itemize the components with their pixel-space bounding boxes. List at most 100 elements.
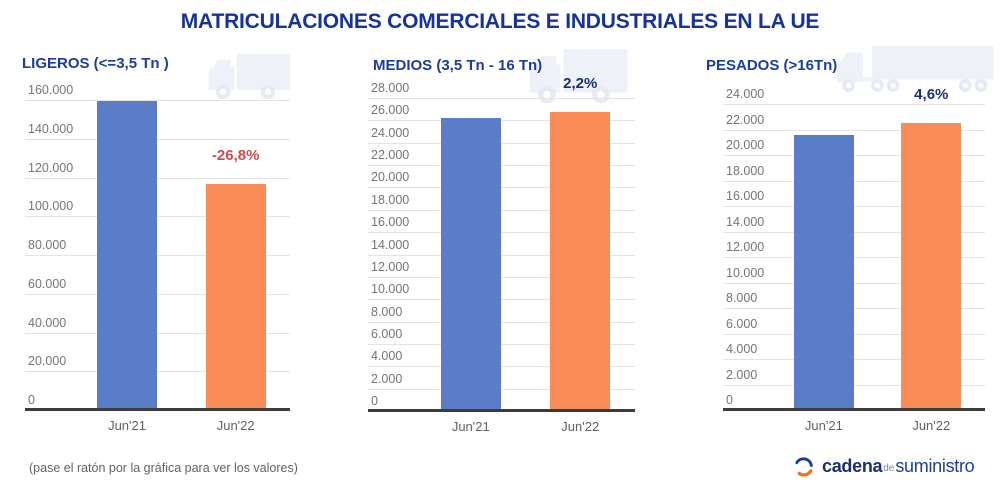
- gridline: [368, 232, 635, 234]
- page-title: MATRICULACIONES COMERCIALES E INDUSTRIAL…: [180, 10, 820, 33]
- plot-area-pesados[interactable]: 0 2.000 4.000 6.000 8.000 10.000 12.000 14.000 1…: [723, 86, 985, 433]
- y-tick-label: 20.000: [371, 170, 410, 185]
- y-tick-label: 28.000: [371, 81, 410, 95]
- gridline: [723, 333, 985, 335]
- gridline: [368, 254, 635, 256]
- gridline: [368, 299, 635, 301]
- y-tick-label: 18.000: [726, 163, 765, 178]
- gridline: [368, 366, 635, 368]
- y-tick-label: 22.000: [371, 148, 410, 163]
- bar-jun21[interactable]: [793, 135, 854, 410]
- gridline: [25, 177, 290, 179]
- light-truck-icon: [208, 53, 291, 99]
- y-tick-label: 12.000: [726, 240, 765, 254]
- gridline: [25, 100, 290, 101]
- chart-ligeros: LIGEROS (<=3,5 Tn ) 0 20.000 40.000 60.000 8…: [20, 50, 295, 450]
- chart-title-ligeros: LIGEROS (<=3,5 Tn ): [22, 55, 169, 72]
- gridline: [723, 206, 985, 207]
- x-axis-label: Jun'21: [804, 418, 843, 433]
- y-tick-label: 2.000: [726, 367, 758, 382]
- y-tick-label: 4.000: [726, 342, 758, 356]
- bar-jun22[interactable]: [550, 111, 611, 411]
- y-tick-label: 14.000: [371, 237, 410, 252]
- y-tick-label: 100.000: [28, 199, 74, 214]
- y-tick-label: 22.000: [726, 112, 765, 127]
- y-tick-label: 2.000: [371, 371, 403, 386]
- y-tick-label: 140.000: [28, 121, 74, 136]
- y-tick-label: 18.000: [371, 192, 410, 207]
- gridline: [25, 293, 290, 295]
- gridline: [723, 359, 985, 360]
- gridline: [368, 209, 635, 211]
- y-tick-label: 12.000: [371, 259, 410, 274]
- plot-area-medios[interactable]: 0 2.000 4.000 6.000 8.000 10.000 12.000 14.000 1…: [368, 75, 635, 434]
- plot-area-ligeros[interactable]: 0 20.000 40.000 60.000 80.000 100.000 120.000 1…: [25, 83, 290, 433]
- gridline: [25, 371, 290, 373]
- y-tick-label: 6.000: [726, 316, 758, 331]
- chart-title-medios: MEDIOS (3,5 Tn - 16 Tn): [373, 57, 543, 74]
- y-tick-label: 26.000: [371, 103, 410, 118]
- gridline: [723, 257, 985, 258]
- gridline: [723, 104, 985, 105]
- logo-word-suministro: suministro: [895, 456, 975, 476]
- y-tick-label: 160.000: [28, 83, 74, 97]
- y-tick-label: 8.000: [726, 291, 758, 305]
- gridline: [723, 282, 985, 284]
- logo-cadena-de-suministro[interactable]: cadena de suministro: [792, 455, 975, 478]
- y-tick-label: 10.000: [371, 282, 410, 297]
- gridline: [723, 384, 985, 386]
- gridline: [723, 308, 985, 309]
- change-percentage-label: 4,6%: [914, 85, 949, 103]
- gridline: [368, 388, 635, 390]
- gridline: [723, 180, 985, 182]
- chart-medios: MEDIOS (3,5 Tn - 16 Tn) 0 2.000 4.000 6.000…: [368, 52, 638, 452]
- bar-jun21[interactable]: [97, 100, 158, 410]
- bar-jun22[interactable]: [901, 122, 962, 410]
- gridline: [368, 142, 635, 144]
- y-tick-label: 4.000: [371, 349, 403, 364]
- gridline: [368, 165, 635, 167]
- logo-word-cadena: cadena: [822, 456, 883, 476]
- y-tick-label: 0: [371, 394, 378, 408]
- gridline: [368, 321, 635, 323]
- x-axis-label: Jun'21: [108, 418, 146, 433]
- y-tick-label: 0: [726, 393, 733, 407]
- medium-truck-icon: [529, 49, 628, 104]
- logo-circular-arrows-icon: [795, 457, 813, 477]
- y-tick-label: 80.000: [28, 238, 67, 252]
- bar-jun22[interactable]: [205, 183, 266, 410]
- y-tick-label: 40.000: [28, 315, 67, 330]
- y-tick-label: 6.000: [371, 326, 403, 341]
- change-percentage-label: 2,2%: [563, 74, 598, 92]
- y-tick-label: 20.000: [726, 138, 765, 152]
- gridline: [368, 98, 635, 99]
- x-axis-label: Jun'22: [912, 418, 951, 433]
- x-axis-label: Jun'21: [451, 419, 490, 434]
- gridline: [723, 231, 985, 233]
- x-axis-label: Jun'22: [216, 418, 255, 433]
- gridline: [368, 276, 635, 278]
- chart-title-pesados: PESADOS (>16Tn): [706, 57, 838, 74]
- gridline: [25, 138, 290, 140]
- y-tick-label: 60.000: [28, 276, 67, 291]
- y-tick-label: 0: [28, 393, 35, 407]
- gridline: [25, 255, 290, 256]
- gridline: [723, 155, 985, 156]
- logo-word-de: de: [883, 463, 895, 474]
- y-tick-label: 24.000: [726, 87, 765, 101]
- y-tick-label: 24.000: [371, 125, 410, 140]
- bar-jun21[interactable]: [440, 118, 501, 411]
- y-tick-label: 16.000: [371, 215, 410, 230]
- gridline: [25, 332, 290, 334]
- gridline: [25, 216, 290, 218]
- gridline: [368, 120, 635, 122]
- gridline: [723, 129, 985, 131]
- chart-pesados: PESADOS (>16Tn) 0 2.000 4.000 6.000 8.000 10.…: [700, 52, 992, 452]
- y-tick-label: 14.000: [726, 214, 765, 229]
- change-percentage-label: -26,8%: [211, 146, 260, 164]
- heavy-truck-icon: [837, 45, 994, 92]
- gridline: [368, 187, 635, 189]
- y-tick-label: 8.000: [371, 304, 403, 319]
- hover-hint-note: (pase el ratón por la gráfica para ver l…: [29, 461, 298, 475]
